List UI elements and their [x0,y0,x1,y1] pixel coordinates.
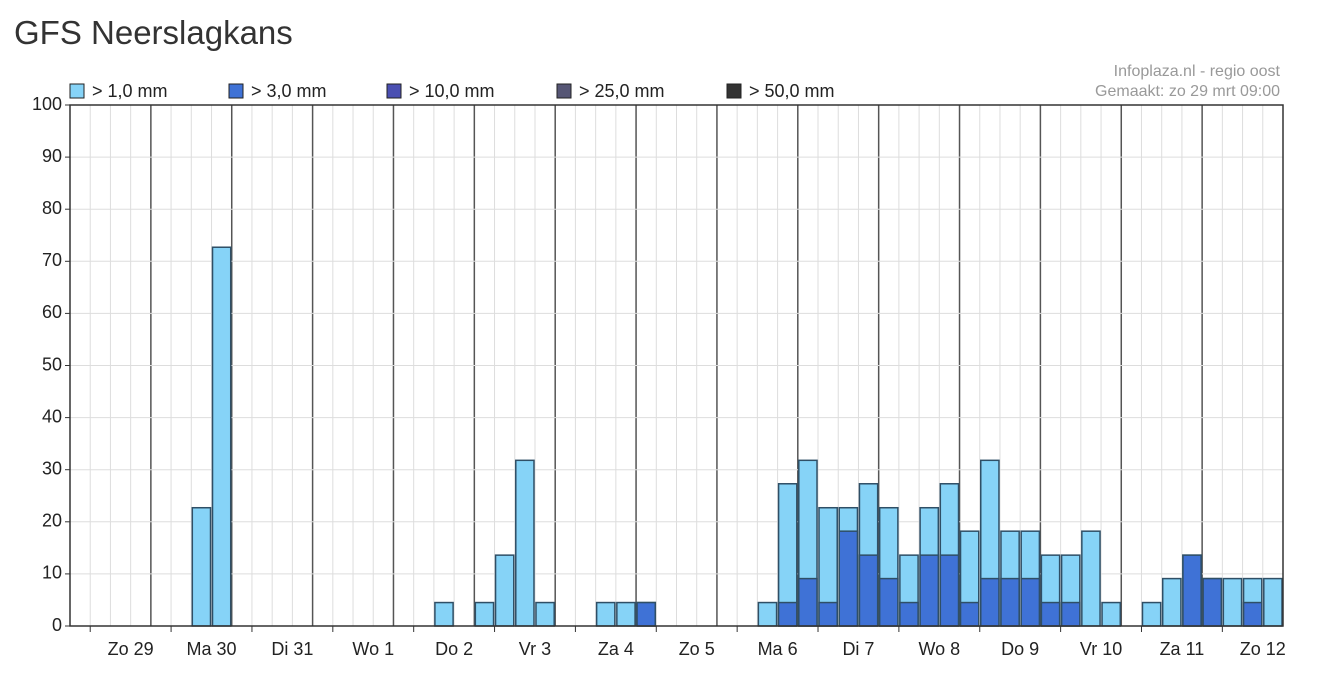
x-tick-label: Wo 8 [918,639,960,659]
bar [515,459,535,627]
bar [798,577,818,627]
bar [474,601,495,627]
x-tick-label: Do 2 [435,639,473,659]
bar [777,601,798,627]
bar [1101,601,1122,627]
y-tick-label: 0 [52,615,62,635]
bar [1060,601,1081,627]
x-tick-label: Do 9 [1001,639,1039,659]
bar [1161,577,1182,627]
bar [838,530,859,627]
bar [1182,554,1202,627]
bar [191,506,212,627]
bar [939,554,960,627]
x-tick-label: Di 7 [842,639,874,659]
x-tick-label: Zo 29 [108,639,154,659]
y-tick-label: 40 [42,406,62,426]
legend-label: > 25,0 mm [579,81,665,101]
bar [1263,577,1283,627]
y-tick-label: 20 [42,511,62,531]
legend-swatch [726,83,742,99]
legend-label: > 1,0 mm [92,81,168,101]
legend-swatch [228,83,244,99]
y-tick-label: 80 [42,198,62,218]
x-tick-label: Ma 6 [758,639,798,659]
bar [1020,577,1041,627]
bar [535,601,555,627]
legend-swatch [386,83,402,99]
bar [1081,530,1101,627]
x-tick-label: Vr 3 [519,639,551,659]
bar [959,601,980,627]
bar [757,601,778,627]
source: Infoplaza.nl - regio oost [1114,63,1281,80]
bar [1040,601,1061,627]
bar [858,554,879,627]
legend-label: > 3,0 mm [251,81,327,101]
bar [1202,577,1223,627]
legend-swatch [69,83,85,99]
bar [878,577,899,627]
x-tick-label: Za 11 [1160,639,1205,659]
bar [980,577,1000,627]
y-tick-label: 30 [42,458,62,478]
y-tick-label: 10 [42,563,62,583]
x-tick-label: Vr 10 [1080,639,1122,659]
bar [636,601,657,627]
bar [595,601,616,627]
bar [899,601,919,627]
y-tick-label: 70 [42,250,62,270]
bar [434,601,454,627]
bar [818,601,838,627]
bar [1141,601,1162,627]
legend-label: > 10,0 mm [409,81,495,101]
bar [494,554,515,627]
bar [919,554,940,627]
legend-label: > 50,0 mm [749,81,835,101]
x-tick-label: Wo 1 [352,639,394,659]
x-tick-label: Zo 5 [679,639,715,659]
bar [616,601,636,627]
plot-frame [69,104,1284,627]
bar [211,246,232,627]
made-note: Gemaakt: zo 29 mrt 09:00 [1095,83,1280,100]
bar [1242,601,1263,627]
bar [1222,577,1243,627]
x-tick-label: Zo 12 [1240,639,1286,659]
y-tick-label: 60 [42,302,62,322]
legend-swatch [556,83,572,99]
y-tick-label: 50 [42,354,62,374]
y-tick-label: 90 [42,146,62,166]
bar [1000,577,1020,627]
page-title: GFS Neerslagkans [14,14,293,51]
x-tick-label: Di 31 [271,639,313,659]
y-tick-label: 100 [32,94,62,114]
x-tick-label: Ma 30 [187,639,237,659]
x-tick-label: Za 4 [598,639,634,659]
